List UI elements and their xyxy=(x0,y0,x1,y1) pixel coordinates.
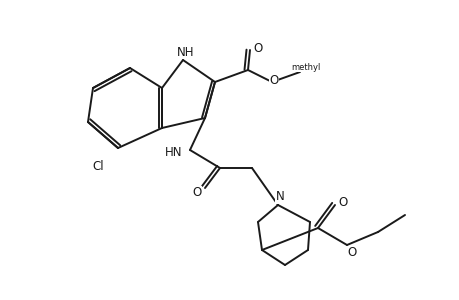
Text: N: N xyxy=(275,190,284,203)
Text: O: O xyxy=(338,196,347,209)
Text: O: O xyxy=(253,41,262,55)
Text: NH: NH xyxy=(177,46,194,59)
Text: O: O xyxy=(347,247,356,260)
Text: HN: HN xyxy=(164,146,182,158)
Text: Cl: Cl xyxy=(92,160,104,172)
Text: methyl: methyl xyxy=(291,62,320,71)
Text: O: O xyxy=(269,74,278,86)
Text: O: O xyxy=(192,187,201,200)
